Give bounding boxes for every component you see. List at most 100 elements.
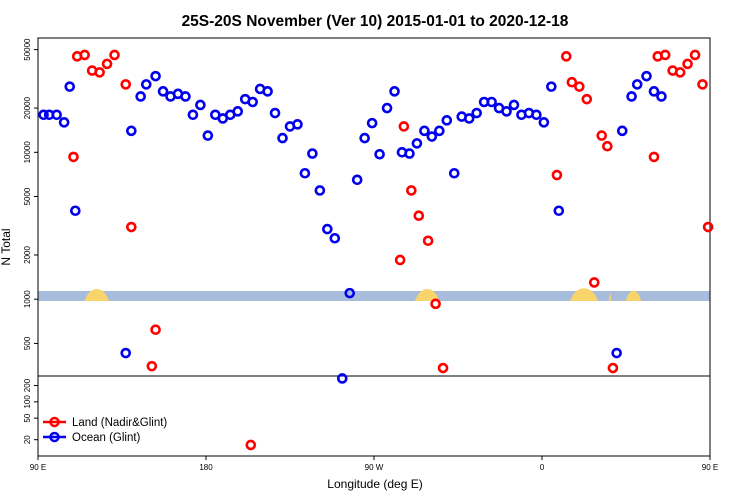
y-tick-label-8: 100 xyxy=(23,395,32,409)
land-span-3 xyxy=(609,293,612,301)
land-point-8 xyxy=(126,221,137,233)
land-point-7 xyxy=(120,79,132,90)
data-points xyxy=(38,49,714,451)
ocean-point-47 xyxy=(426,131,438,142)
land-point-20 xyxy=(566,76,578,88)
y-tick-label-6: 50000 xyxy=(23,38,32,61)
land-point-5 xyxy=(101,58,113,70)
y-tick-label-1: 1000 xyxy=(23,290,32,308)
ocean-point-15 xyxy=(187,109,199,121)
ocean-point-26 xyxy=(269,107,281,119)
land-point-16 xyxy=(430,298,441,310)
ocean-point-41 xyxy=(381,102,393,114)
land-span-2 xyxy=(570,288,598,301)
ocean-point-40 xyxy=(374,148,385,160)
ocean-point-25 xyxy=(262,86,273,97)
ocean-point-4 xyxy=(64,81,76,92)
land-ocean-mask xyxy=(38,288,710,301)
y-tick-label-4: 10000 xyxy=(23,141,32,164)
legend-marker-ocean xyxy=(49,431,60,443)
y-tick-label-7: 200 xyxy=(23,378,32,392)
ocean-point-36 xyxy=(344,287,356,299)
ocean-point-32 xyxy=(314,185,326,196)
ocean-point-66 xyxy=(616,125,628,137)
y-tick-label-5: 20000 xyxy=(23,96,32,119)
ocean-point-11 xyxy=(157,86,169,97)
land-point-35 xyxy=(702,221,714,233)
land-point-0 xyxy=(68,151,79,163)
ocean-point-16 xyxy=(195,99,206,111)
y-tick-label-9: 50 xyxy=(23,413,32,422)
ocean-point-37 xyxy=(351,174,363,186)
ocean-point-71 xyxy=(656,91,667,102)
y-axis: 500 1000 2000 5000 10000 20000 50000 200 100 50 20 xyxy=(23,38,38,444)
ocean-point-70 xyxy=(648,86,660,97)
ocean-point-34 xyxy=(329,232,341,244)
land-point-21 xyxy=(574,81,585,92)
ocean-point-65 xyxy=(611,347,622,359)
x-axis-label: Longitude (deg E) xyxy=(327,477,422,491)
ocean-point-69 xyxy=(641,70,652,82)
ocean-point-45 xyxy=(411,138,423,149)
ocean-point-44 xyxy=(404,148,415,159)
ocean-point-58 xyxy=(508,99,520,111)
land-point-10 xyxy=(150,324,161,335)
plot-frame-upper xyxy=(37,37,711,377)
ocean-point-5 xyxy=(70,205,81,217)
x-axis: 90 E 180 90 W 0 90 E xyxy=(30,456,718,472)
y-tick-label-2: 2000 xyxy=(23,246,32,264)
ocean-point-29 xyxy=(292,119,303,130)
land-point-2 xyxy=(79,49,90,61)
ocean-point-27 xyxy=(277,132,288,144)
ocean-point-62 xyxy=(538,117,550,128)
land-point-6 xyxy=(109,49,120,61)
ocean-point-14 xyxy=(180,91,191,102)
ocean-point-61 xyxy=(531,109,542,121)
plot-frame-lower xyxy=(37,375,711,457)
land-point-24 xyxy=(596,130,608,141)
legend-label-land: Land (Nadir&Glint) xyxy=(72,417,167,429)
land-point-22 xyxy=(581,93,593,105)
ocean-point-10 xyxy=(150,70,161,82)
ocean-point-6 xyxy=(120,347,132,359)
land-point-13 xyxy=(406,185,417,196)
ocean-point-35 xyxy=(336,373,348,384)
ocean-point-46 xyxy=(419,125,430,137)
land-point-9 xyxy=(146,360,158,372)
ocean-point-33 xyxy=(322,223,333,235)
land-point-33 xyxy=(689,49,701,61)
land-point-4 xyxy=(94,67,105,78)
ocean-band xyxy=(38,291,710,301)
ocean-point-63 xyxy=(546,81,557,92)
land-point-19 xyxy=(560,51,572,62)
land-point-12 xyxy=(398,121,410,132)
land-point-32 xyxy=(682,58,693,70)
x-tick-label-0: 90 E xyxy=(30,463,46,472)
land-point-11 xyxy=(394,254,406,266)
ocean-point-67 xyxy=(626,91,637,102)
ocean-point-55 xyxy=(486,96,497,108)
ocean-point-68 xyxy=(631,79,643,90)
land-point-26 xyxy=(607,362,619,374)
ocean-point-8 xyxy=(135,91,146,102)
land-point-34 xyxy=(697,79,708,90)
ocean-point-38 xyxy=(359,132,370,144)
land-span-0 xyxy=(84,288,109,301)
land-point-18 xyxy=(551,169,563,181)
land-span-4 xyxy=(626,290,641,301)
land-point-27 xyxy=(648,151,660,163)
land-point-31 xyxy=(674,67,686,78)
y-tick-label-3: 5000 xyxy=(23,187,32,205)
legend-label-ocean: Ocean (Glint) xyxy=(72,432,141,444)
ocean-point-48 xyxy=(434,125,445,137)
ocean-point-50 xyxy=(448,167,460,179)
y-axis-label: N Total xyxy=(0,228,13,265)
ocean-point-31 xyxy=(307,148,318,159)
land-point-23 xyxy=(588,277,600,288)
y-tick-label-10: 20 xyxy=(23,435,32,444)
ocean-point-52 xyxy=(463,113,475,124)
x-tick-label-4: 90 E xyxy=(702,463,718,472)
x-tick-label-2: 90 W xyxy=(365,463,384,472)
ocean-point-42 xyxy=(389,86,400,97)
